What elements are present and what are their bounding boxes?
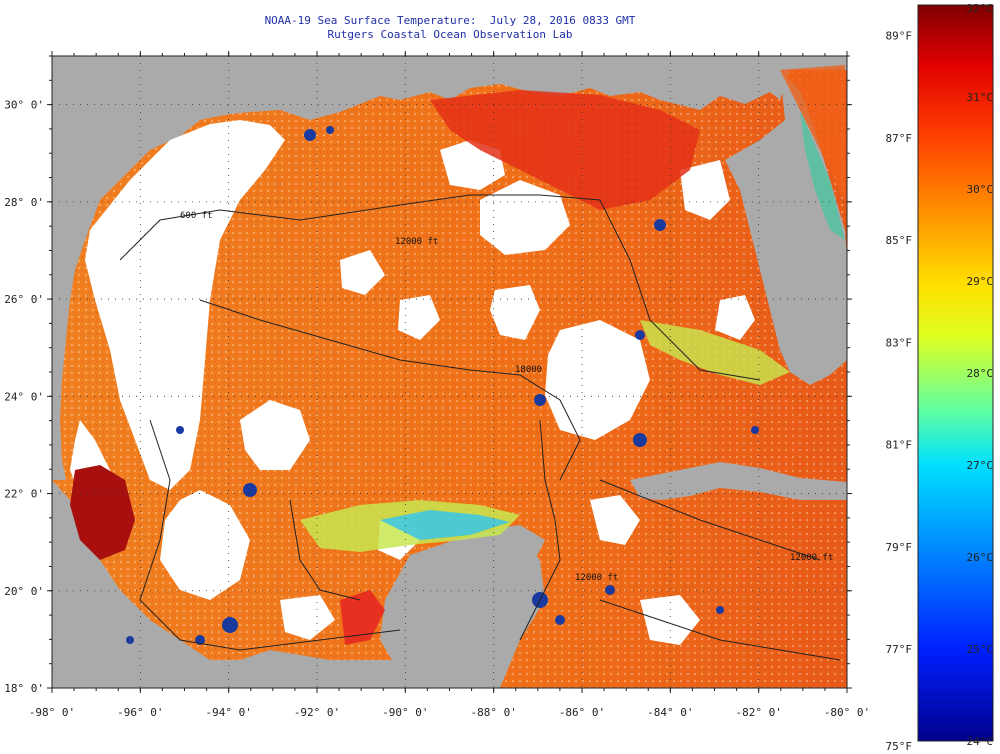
axis-labels: -98° 0' -96° 0' -94° 0' -92° 0' -90° 0' -88° … — [4, 99, 870, 719]
contour-label: 18000 — [515, 365, 542, 375]
lon-tick-label: -88° 0' — [470, 706, 516, 719]
lat-tick-label: 30° 0' — [4, 99, 44, 112]
lon-tick-label: -84° 0' — [647, 706, 693, 719]
hot-sst-regions — [70, 65, 845, 645]
axis-ticks — [47, 51, 852, 693]
contour-label: 12000 ft — [790, 553, 833, 563]
lat-tick-label: 24° 0' — [4, 390, 44, 403]
title-line-2: Rutgers Coastal Ocean Observation Lab — [327, 28, 573, 41]
contour-label: 12000 ft — [575, 573, 618, 583]
lat-tick-label: 20° 0' — [4, 585, 44, 598]
title-line-1: NOAA-19 Sea Surface Temperature: July 28… — [264, 14, 636, 27]
lon-tick-label: -86° 0' — [559, 706, 605, 719]
lat-tick-label: 26° 0' — [4, 293, 44, 306]
graticule — [52, 56, 847, 688]
lon-tick-label: -82° 0' — [735, 706, 781, 719]
lat-tick-label: 22° 0' — [4, 488, 44, 501]
cold-sst-patches — [126, 126, 759, 645]
lon-tick-label: -98° 0' — [29, 706, 75, 719]
lon-tick-label: -96° 0' — [117, 706, 163, 719]
lat-tick-label: 28° 0' — [4, 196, 44, 209]
cloud-cover — [70, 120, 755, 645]
cool-sst-regions — [300, 110, 845, 552]
lon-tick-label: -92° 0' — [294, 706, 340, 719]
contour-label: 12000 ft — [395, 237, 438, 247]
map-frame-content — [52, 56, 847, 688]
map-title: NOAA-19 Sea Surface Temperature: July 28… — [0, 14, 900, 42]
contour-label: 600 ft — [180, 211, 213, 221]
lon-tick-label: -80° 0' — [824, 706, 870, 719]
lon-tick-label: -94° 0' — [205, 706, 251, 719]
lat-tick-label: 18° 0' — [4, 682, 44, 695]
lon-tick-label: -90° 0' — [382, 706, 428, 719]
